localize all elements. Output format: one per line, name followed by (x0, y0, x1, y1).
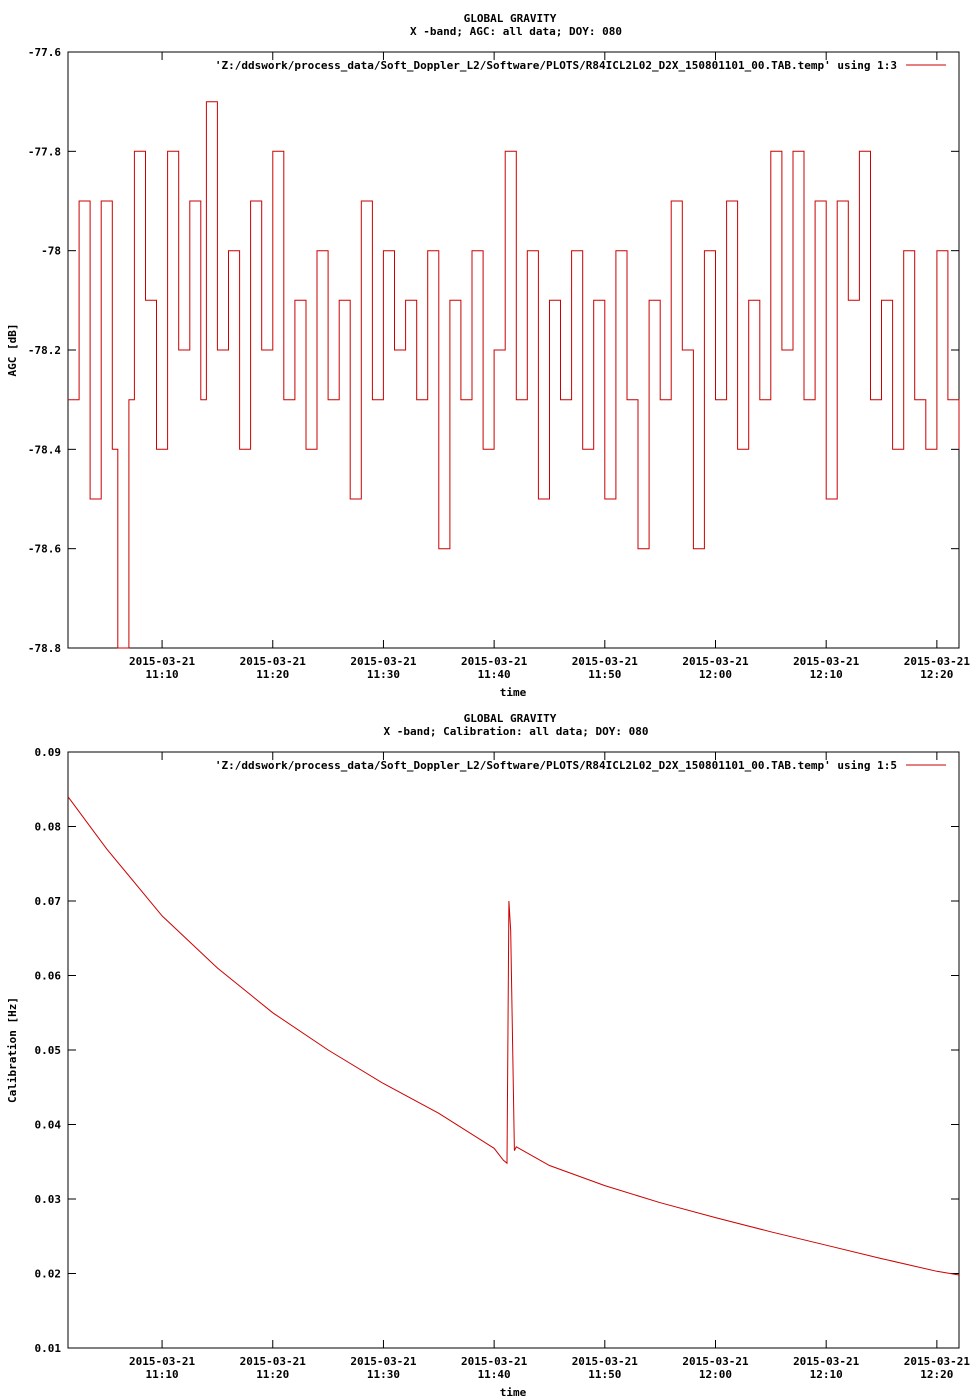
x-tick-date-label: 2015-03-21 (240, 1355, 307, 1368)
y-tick-label: -77.8 (28, 145, 61, 158)
chart-title: GLOBAL GRAVITY (464, 12, 557, 25)
y-tick-label: 0.05 (35, 1044, 62, 1057)
x-axis-label: time (500, 1386, 527, 1399)
x-tick-time-label: 11:40 (478, 1368, 511, 1381)
x-axis: 2015-03-2111:102015-03-2111:202015-03-21… (129, 752, 970, 1381)
y-axis: 0.09 0.08 0.07 0.06 0.05 0.04 0.03 0.02 0.01 (35, 746, 959, 1355)
legend: 'Z:/ddswork/process_data/Soft_Doppler_L2… (215, 759, 946, 772)
y-tick-label: -78.6 (28, 543, 61, 556)
x-tick-time-label: 11:10 (146, 668, 179, 681)
x-tick-date-label: 2015-03-21 (793, 1355, 860, 1368)
y-tick-label: -78 (41, 245, 61, 258)
x-tick-date-label: 2015-03-21 (129, 655, 196, 668)
x-tick-date-label: 2015-03-21 (350, 655, 417, 668)
y-tick-label: 0.01 (35, 1342, 62, 1355)
chart-subtitle: X -band; AGC: all data; DOY: 080 (410, 25, 622, 38)
series-line-calibration (67, 796, 960, 1276)
x-tick-date-label: 2015-03-21 (682, 1355, 749, 1368)
x-tick-time-label: 11:30 (367, 1368, 400, 1381)
y-tick-label: -78.4 (28, 443, 61, 456)
y-tick-label: -78.8 (28, 642, 61, 655)
x-tick-date-label: 2015-03-21 (904, 1355, 971, 1368)
x-tick-time-label: 11:40 (478, 668, 511, 681)
x-tick-time-label: 11:30 (367, 668, 400, 681)
agc-chart: GLOBAL GRAVITY X -band; AGC: all data; D… (6, 12, 970, 699)
x-tick-date-label: 2015-03-21 (129, 1355, 196, 1368)
y-tick-label: 0.07 (35, 895, 62, 908)
legend-entry-label: 'Z:/ddswork/process_data/Soft_Doppler_L2… (215, 759, 897, 772)
x-tick-time-label: 11:50 (588, 668, 621, 681)
chart-subtitle: X -band; Calibration: all data; DOY: 080 (384, 725, 649, 738)
x-tick-time-label: 11:20 (256, 1368, 289, 1381)
x-tick-time-label: 12:20 (920, 1368, 953, 1381)
x-tick-time-label: 11:10 (146, 1368, 179, 1381)
x-tick-date-label: 2015-03-21 (350, 1355, 417, 1368)
y-tick-label: 0.06 (35, 970, 62, 983)
x-tick-date-label: 2015-03-21 (793, 655, 860, 668)
y-tick-label: 0.08 (35, 821, 62, 834)
y-axis-label: Calibration [Hz] (6, 997, 19, 1103)
x-tick-time-label: 12:10 (810, 1368, 843, 1381)
chart-title: GLOBAL GRAVITY (464, 712, 557, 725)
x-tick-time-label: 12:20 (920, 668, 953, 681)
y-tick-label: 0.09 (35, 746, 62, 759)
x-tick-time-label: 12:00 (699, 668, 732, 681)
x-tick-time-label: 11:20 (256, 668, 289, 681)
y-tick-label: 0.04 (35, 1119, 62, 1132)
x-tick-date-label: 2015-03-21 (904, 655, 971, 668)
legend-entry-label: 'Z:/ddswork/process_data/Soft_Doppler_L2… (215, 59, 897, 72)
x-tick-time-label: 12:00 (699, 1368, 732, 1381)
plot-frame (67, 51, 960, 649)
y-axis-label: AGC [dB] (6, 324, 19, 377)
x-tick-date-label: 2015-03-21 (240, 655, 307, 668)
x-axis-label: time (500, 686, 527, 699)
x-tick-date-label: 2015-03-21 (572, 1355, 639, 1368)
y-axis: -77.6 -77.8 -78 -78.2 -78.4 -78.6 -78.8 (28, 46, 959, 655)
calibration-chart: GLOBAL GRAVITY X -band; Calibration: all… (6, 712, 970, 1399)
x-tick-date-label: 2015-03-21 (572, 655, 639, 668)
y-tick-label: 0.03 (35, 1193, 62, 1206)
y-tick-label: -78.2 (28, 344, 61, 357)
y-tick-label: -77.6 (28, 46, 61, 59)
x-tick-date-label: 2015-03-21 (461, 1355, 528, 1368)
x-tick-time-label: 12:10 (810, 668, 843, 681)
x-tick-time-label: 11:50 (588, 1368, 621, 1381)
x-tick-date-label: 2015-03-21 (461, 655, 528, 668)
x-tick-date-label: 2015-03-21 (682, 655, 749, 668)
x-axis: 2015-03-2111:102015-03-2111:202015-03-21… (129, 52, 970, 681)
y-tick-label: 0.02 (35, 1268, 62, 1281)
series-line-agc (68, 101, 960, 649)
legend: 'Z:/ddswork/process_data/Soft_Doppler_L2… (215, 59, 946, 72)
plot-frame (67, 751, 960, 1349)
